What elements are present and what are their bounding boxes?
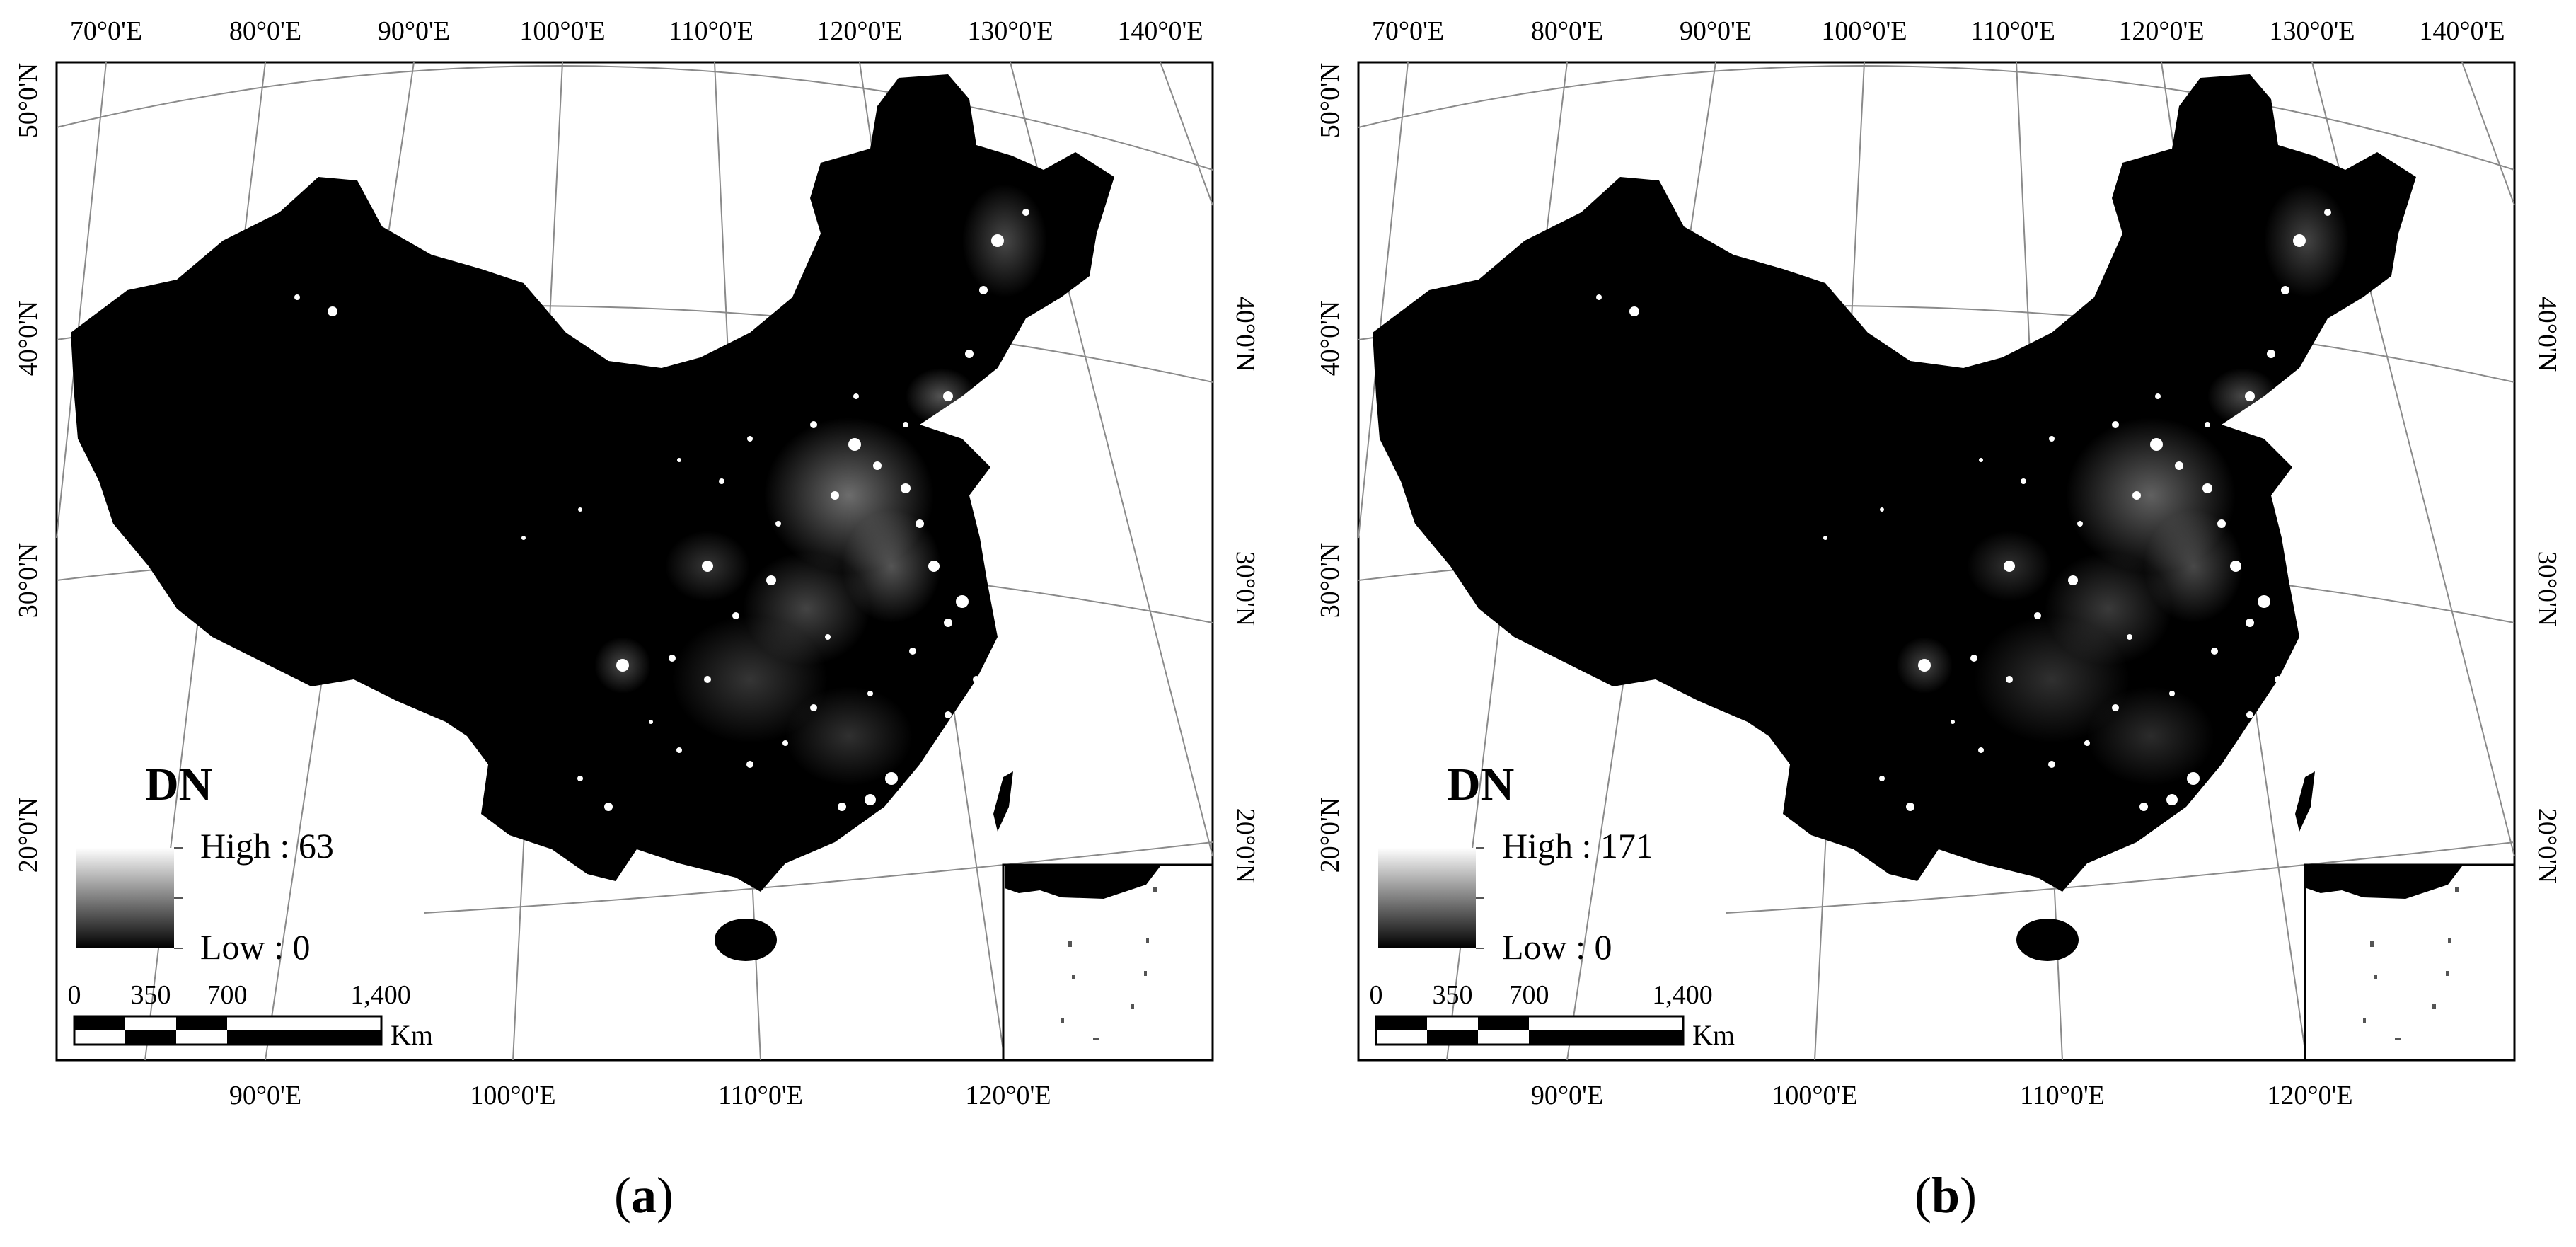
legend: DN High : 171 Low : 0 <box>1378 759 1653 967</box>
lon-label-140e-top: 140°0'E <box>2419 16 2505 46</box>
lon-label-100e-bottom: 100°0'E <box>1772 1081 1857 1110</box>
inset-islands <box>2363 887 2459 1040</box>
lat-label-30n-left: 30°0'N <box>13 543 43 619</box>
legend-gradient <box>76 848 174 948</box>
lat-label-40n-left: 40°0'N <box>1315 301 1345 377</box>
legend: DN High : 63 Low : 0 <box>76 759 334 967</box>
lon-label-90e-bottom: 90°0'E <box>1531 1081 1603 1110</box>
legend-title: DN <box>145 759 212 810</box>
lat-label-20n-right: 20°0'N <box>1230 808 1260 884</box>
lat-label-50n-left: 50°0'N <box>13 63 43 139</box>
scale-tick-0: 0 <box>68 980 81 1010</box>
taiwan-island <box>993 771 1013 832</box>
panel-b: 70°0'E 80°0'E 90°0'E 100°0'E 110°0'E 120… <box>1302 0 2576 1247</box>
lat-label-20n-left: 20°0'N <box>13 798 43 873</box>
lon-label-110e-bottom: 110°0'E <box>2020 1081 2105 1110</box>
lon-label-110e-bottom: 110°0'E <box>718 1081 803 1110</box>
legend-high-label: High : 171 <box>1502 826 1653 866</box>
lon-label-120e-bottom: 120°0'E <box>2267 1081 2352 1110</box>
lon-label-120e-top: 120°0'E <box>2118 16 2204 46</box>
lat-label-40n-left: 40°0'N <box>13 301 43 377</box>
left-latitude-labels: 50°0'N 40°0'N 30°0'N 20°0'N <box>13 63 43 873</box>
lon-label-70e-top: 70°0'E <box>1372 16 1444 46</box>
inset-islands <box>1061 887 1157 1040</box>
lon-label-80e-top: 80°0'E <box>1531 16 1603 46</box>
scale-tick-1400: 1,400 <box>1652 980 1713 1010</box>
lon-label-90e-top: 90°0'E <box>1680 16 1752 46</box>
scale-unit: Km <box>1692 1019 1735 1051</box>
lat-label-30n-right: 30°0'N <box>2532 551 2562 627</box>
panel-caption: (b) <box>1914 1167 1977 1224</box>
lat-label-30n-right: 30°0'N <box>1230 551 1260 627</box>
bottom-longitude-labels: 90°0'E 100°0'E 110°0'E 120°0'E <box>1531 1081 2353 1110</box>
scale-bar: 0 350 700 1,400 Km <box>68 980 434 1051</box>
lon-label-120e-bottom: 120°0'E <box>965 1081 1051 1110</box>
scale-tick-700: 700 <box>207 980 248 1010</box>
lon-label-140e-top: 140°0'E <box>1117 16 1203 46</box>
lon-label-130e-top: 130°0'E <box>2269 16 2355 46</box>
top-longitude-labels: 70°0'E 80°0'E 90°0'E 100°0'E 110°0'E 120… <box>70 16 1203 46</box>
bottom-longitude-labels: 90°0'E 100°0'E 110°0'E 120°0'E <box>229 1081 1051 1110</box>
lon-label-70e-top: 70°0'E <box>70 16 142 46</box>
panel-letter: b <box>1931 1167 1960 1224</box>
inset-coast <box>2306 866 2462 899</box>
scale-tick-0: 0 <box>1370 980 1383 1010</box>
lon-label-110e-top: 110°0'E <box>669 16 753 46</box>
legend-low-label: Low : 0 <box>200 927 311 967</box>
legend-title: DN <box>1447 759 1514 810</box>
lon-label-80e-top: 80°0'E <box>229 16 301 46</box>
legend-high-label: High : 63 <box>200 826 334 866</box>
panel-letter: a <box>631 1167 657 1224</box>
top-longitude-labels: 70°0'E 80°0'E 90°0'E 100°0'E 110°0'E 120… <box>1372 16 2505 46</box>
lon-label-90e-bottom: 90°0'E <box>229 1081 301 1110</box>
left-latitude-labels: 50°0'N 40°0'N 30°0'N 20°0'N <box>1315 63 1345 873</box>
lon-label-110e-top: 110°0'E <box>1970 16 2055 46</box>
lon-label-100e-bottom: 100°0'E <box>470 1081 555 1110</box>
lat-label-30n-left: 30°0'N <box>1315 543 1345 619</box>
night-lights <box>294 184 1047 811</box>
legend-low-label: Low : 0 <box>1502 927 1612 967</box>
scale-tick-700: 700 <box>1509 980 1549 1010</box>
right-latitude-labels: 40°0'N 30°0'N 20°0'N <box>1230 297 1260 884</box>
legend-gradient <box>1378 848 1476 948</box>
panel-caption: (a) <box>614 1167 674 1224</box>
lat-label-50n-left: 50°0'N <box>1315 63 1345 139</box>
lat-label-20n-left: 20°0'N <box>1315 798 1345 873</box>
night-lights <box>1596 184 2349 811</box>
right-latitude-labels: 40°0'N 30°0'N 20°0'N <box>2532 297 2562 884</box>
scale-tick-1400: 1,400 <box>350 980 411 1010</box>
scale-bar: 0 350 700 1,400 Km <box>1370 980 1735 1051</box>
scale-tick-350: 350 <box>1433 980 1473 1010</box>
panel-a: 70°0'E 80°0'E 90°0'E 100°0'E 110°0'E 120… <box>13 16 1260 1224</box>
lon-label-100e-top: 100°0'E <box>519 16 605 46</box>
lat-label-20n-right: 20°0'N <box>2532 808 2562 884</box>
lon-label-100e-top: 100°0'E <box>1821 16 1907 46</box>
inset-coast <box>1005 866 1160 899</box>
hainan-island <box>715 919 777 961</box>
lon-label-90e-top: 90°0'E <box>378 16 450 46</box>
map-b: 70°0'E 80°0'E 90°0'E 100°0'E 110°0'E 120… <box>1315 16 2562 1110</box>
hainan-island <box>2016 919 2079 961</box>
lon-label-130e-top: 130°0'E <box>967 16 1053 46</box>
scale-tick-350: 350 <box>131 980 171 1010</box>
lat-label-40n-right: 40°0'N <box>2532 297 2562 372</box>
scale-unit: Km <box>391 1019 433 1051</box>
lat-label-40n-right: 40°0'N <box>1230 297 1260 372</box>
map-a: 70°0'E 80°0'E 90°0'E 100°0'E 110°0'E 120… <box>13 16 1260 1110</box>
taiwan-island <box>2295 771 2315 832</box>
lon-label-120e-top: 120°0'E <box>816 16 902 46</box>
